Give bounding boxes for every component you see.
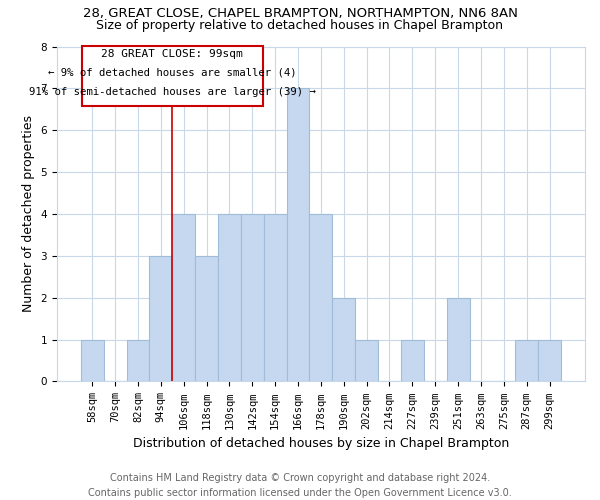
Text: 28 GREAT CLOSE: 99sqm: 28 GREAT CLOSE: 99sqm bbox=[101, 49, 243, 59]
Text: 28, GREAT CLOSE, CHAPEL BRAMPTON, NORTHAMPTON, NN6 8AN: 28, GREAT CLOSE, CHAPEL BRAMPTON, NORTHA… bbox=[83, 8, 517, 20]
Bar bbox=[241, 214, 264, 382]
Bar bbox=[401, 340, 424, 382]
Bar bbox=[195, 256, 218, 382]
Text: 91% of semi-detached houses are larger (39) →: 91% of semi-detached houses are larger (… bbox=[29, 86, 316, 97]
Bar bbox=[81, 340, 104, 382]
FancyBboxPatch shape bbox=[82, 46, 263, 106]
Bar bbox=[218, 214, 241, 382]
Bar bbox=[127, 340, 149, 382]
X-axis label: Distribution of detached houses by size in Chapel Brampton: Distribution of detached houses by size … bbox=[133, 437, 509, 450]
Bar bbox=[287, 88, 310, 382]
Bar bbox=[310, 214, 332, 382]
Y-axis label: Number of detached properties: Number of detached properties bbox=[22, 116, 35, 312]
Bar bbox=[515, 340, 538, 382]
Text: ← 9% of detached houses are smaller (4): ← 9% of detached houses are smaller (4) bbox=[48, 68, 296, 78]
Bar bbox=[332, 298, 355, 382]
Bar bbox=[264, 214, 287, 382]
Bar bbox=[172, 214, 195, 382]
Bar bbox=[149, 256, 172, 382]
Bar bbox=[355, 340, 378, 382]
Text: Size of property relative to detached houses in Chapel Brampton: Size of property relative to detached ho… bbox=[97, 19, 503, 32]
Bar bbox=[538, 340, 561, 382]
Text: Contains HM Land Registry data © Crown copyright and database right 2024.
Contai: Contains HM Land Registry data © Crown c… bbox=[88, 472, 512, 498]
Bar bbox=[446, 298, 470, 382]
